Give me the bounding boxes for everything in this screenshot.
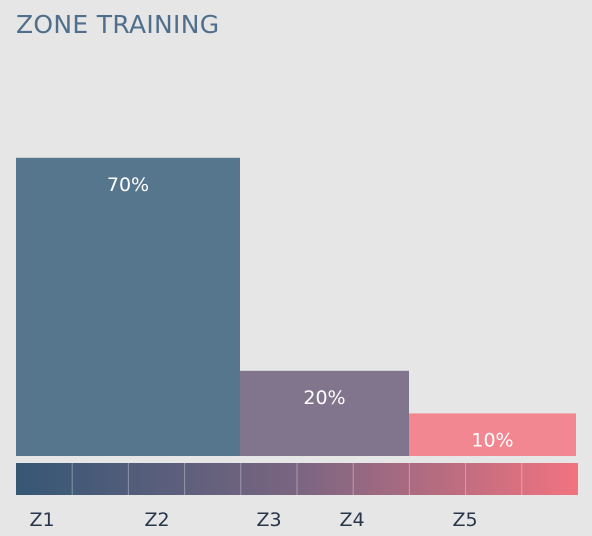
bar-1-label: 70% [107,174,149,196]
bar-1 [16,157,240,457]
gradient-strip [16,463,578,495]
bar-2 [240,370,409,456]
bars-layer: 70% 20% 10% [16,157,576,457]
zone-label-z4: Z4 [339,509,364,531]
bar-3 [409,413,576,456]
bar-3-label: 10% [471,429,513,451]
zone-label-z1: Z1 [29,509,54,531]
bar-2-label: 20% [303,387,345,409]
chart-title: ZONE TRAINING [16,10,220,39]
zone-label-z5: Z5 [452,509,477,531]
zone-label-z2: Z2 [144,509,169,531]
zone-label-z3: Z3 [256,509,281,531]
zone-scale [16,463,578,495]
zone-labels: Z1 Z2 Z3 Z4 Z5 [29,509,477,531]
